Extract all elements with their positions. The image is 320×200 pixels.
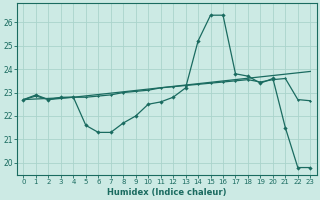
X-axis label: Humidex (Indice chaleur): Humidex (Indice chaleur) xyxy=(107,188,227,197)
